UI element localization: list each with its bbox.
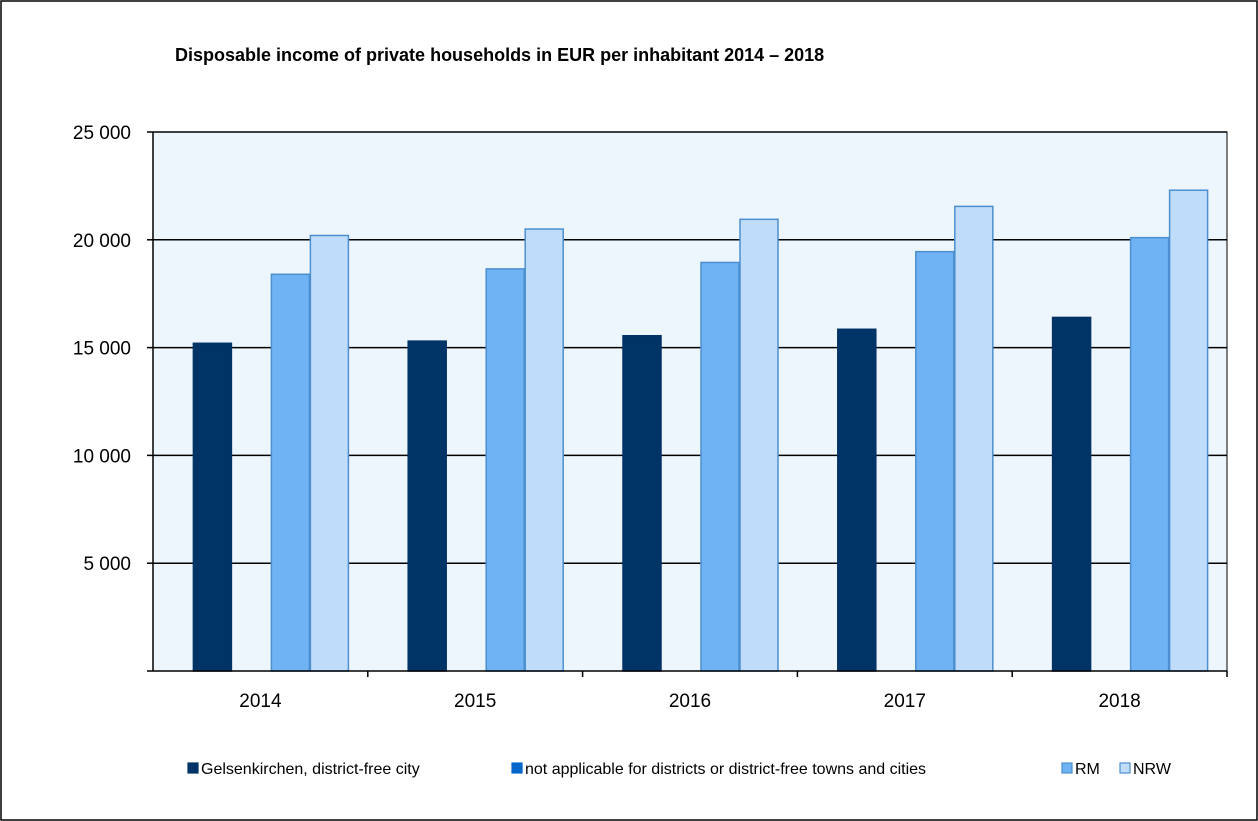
bar-nrw-2015: [524, 228, 564, 672]
y-tick-label: 5 000: [83, 554, 131, 575]
bars: [192, 189, 1209, 672]
bar-gelsenkirchen-2017: [837, 328, 877, 672]
bar-nrw-2016: [739, 218, 779, 672]
bar-nrw-2018: [1168, 189, 1209, 672]
y-tick-label: 25 000: [73, 123, 131, 144]
bar-gelsenkirchen-2016: [622, 334, 662, 672]
x-tick-label: 2017: [884, 691, 926, 712]
legend-swatch: [187, 762, 199, 774]
y-tick-label: 20 000: [73, 231, 131, 252]
bar-rm-2017: [915, 250, 955, 672]
bar-gelsenkirchen-2014: [192, 342, 233, 672]
x-tick-label: 2016: [669, 691, 711, 712]
legend-swatch: [1119, 762, 1131, 774]
y-tick-label: 10 000: [73, 446, 131, 467]
bar-rm-2016: [700, 261, 740, 672]
x-tick-label: 2015: [454, 691, 496, 712]
bar-rm-2015: [485, 268, 525, 672]
bar-nrw-2017: [954, 205, 994, 672]
legend: Gelsenkirchen, district-free city not app…: [187, 761, 1172, 778]
legend-swatch: [511, 762, 523, 774]
bar-gelsenkirchen-2015: [407, 340, 447, 672]
bar-rm-2014: [270, 273, 311, 672]
legend-label: RM: [1075, 761, 1100, 778]
bar-rm-2018: [1129, 236, 1170, 672]
bar-nrw-2014: [309, 234, 350, 672]
y-tick-label: 15 000: [73, 339, 131, 360]
x-tick-label: 2014: [239, 691, 282, 712]
bar-gelsenkirchen-2018: [1051, 316, 1092, 672]
x-axis-ticks: 2014 2015 2016 2017 2018: [239, 671, 1228, 712]
legend-label: NRW: [1133, 761, 1172, 778]
legend-label: not applicable for districts or district…: [525, 761, 926, 778]
legend-swatch: [1061, 762, 1073, 774]
x-tick-label: 2018: [1098, 691, 1140, 712]
y-axis-ticks: 5 000 10 000 15 000 20 000 25 000: [73, 123, 153, 672]
legend-label: Gelsenkirchen, district-free city: [201, 761, 420, 778]
chart-title: Disposable income of private households …: [175, 45, 824, 65]
